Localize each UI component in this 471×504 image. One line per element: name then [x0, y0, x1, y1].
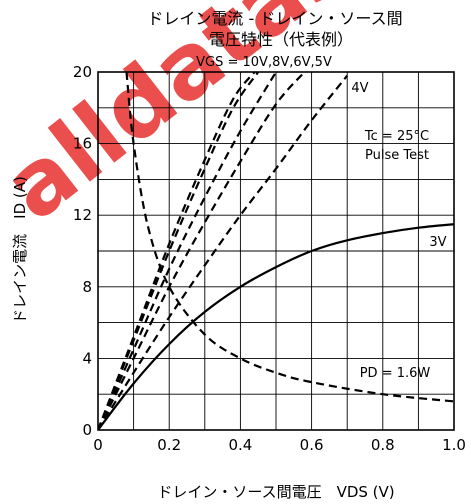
series-curve-3v: [98, 223, 454, 430]
y-tick-label: 12: [73, 206, 92, 224]
y-tick-label: 8: [82, 278, 92, 296]
y-tick-label: 20: [73, 63, 92, 81]
x-tick-label: 1.0: [442, 436, 466, 454]
series-curve-4v: [98, 74, 349, 430]
series-curve-pd-1-6w: [125, 72, 454, 403]
curve-group: [98, 72, 454, 430]
y-tick-label: 0: [82, 421, 92, 439]
series-label-3v: 3V: [429, 235, 446, 250]
x-axis-label: ドレイン・ソース間電圧 VDS (V): [157, 483, 394, 501]
series-curve-8v: [98, 72, 260, 430]
x-tick-label: 0.2: [157, 436, 181, 454]
annotation-pulse-test: Pulse Test: [365, 148, 429, 163]
x-tick-label: 0: [93, 436, 103, 454]
chart-title-line1: ドレイン電流 - ドレイン・ソース間: [147, 9, 402, 28]
y-tick-label: 16: [73, 135, 92, 153]
x-tick-label: 0.8: [371, 436, 395, 454]
x-tick-label: 0.4: [228, 436, 252, 454]
vgs-label: VGS = 10V,8V,6V,5V: [196, 55, 332, 70]
series-curve-5v: [98, 72, 306, 430]
chart-title-line2: 電圧特性（代表例）: [209, 30, 353, 49]
series-label-4v: 4V: [351, 81, 368, 96]
series-label-pd: PD = 1.6W: [360, 366, 431, 381]
y-axis-label: ドレイン電流 ID (A): [11, 176, 29, 324]
y-tick-label: 4: [82, 349, 92, 367]
x-tick-label: 0.6: [300, 436, 324, 454]
annotation-tc: Tc = 25°C: [364, 129, 429, 144]
y-tick-labels: 0 4 8 12 16 20: [73, 63, 92, 439]
series-curve-10v: [98, 72, 256, 430]
x-tick-labels: 0 0.2 0.4 0.6 0.8 1.0: [93, 436, 466, 454]
plot-frame: [97, 71, 455, 431]
